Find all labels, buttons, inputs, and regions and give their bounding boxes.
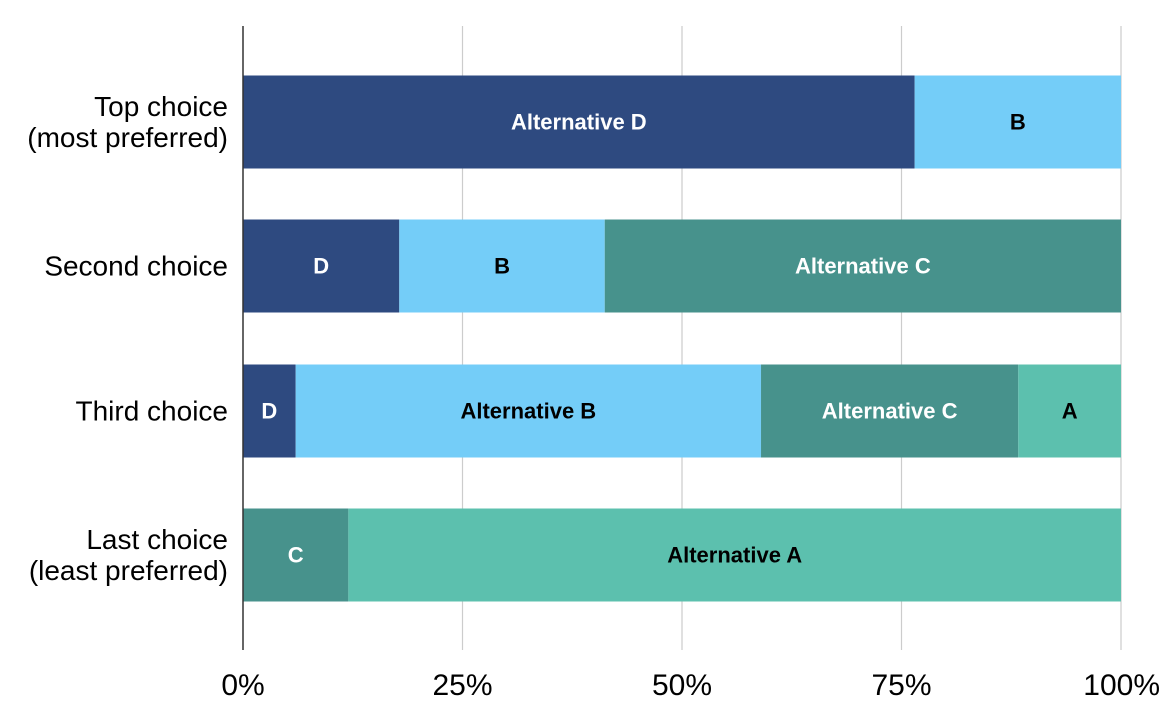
x-tick-label-0: 0% — [221, 669, 264, 702]
bar-segment-label-r2-s0: D — [261, 399, 277, 424]
x-tick-label-2: 50% — [652, 669, 712, 702]
bar-segment-label-r1-s1: B — [494, 254, 510, 279]
bar-segment-r1-s1 — [399, 219, 605, 313]
bar-segment-r1-s2 — [604, 219, 1121, 313]
bar-segment-r2-s2 — [761, 364, 1019, 458]
category-labels: Top choice(most preferred) Second choice T… — [27, 91, 228, 586]
bar-segment-r2-s1 — [295, 364, 762, 458]
bar-segment-label-r1-s0: D — [313, 254, 329, 279]
category-label-1-line-0: Second choice — [44, 251, 228, 282]
category-label-0-line-1: (most preferred) — [27, 122, 228, 153]
bar-segment-r2-s0 — [243, 364, 296, 458]
category-label-0-line-0: Top choice — [94, 91, 228, 122]
bar-segment-label-r0-s1: B — [1010, 110, 1026, 135]
bar-segment-label-r0-s0: Alternative D — [511, 110, 647, 135]
bar-segment-r3-s0 — [243, 508, 349, 602]
x-tick-label-3: 75% — [871, 669, 931, 702]
bar-segment-label-r3-s1: Alternative A — [667, 543, 802, 568]
category-label-3-line-0: Last choice — [86, 524, 228, 555]
bars: Alternative D B D B Alternative C D Alternativ… — [243, 75, 1121, 602]
x-tick-label-1: 25% — [432, 669, 492, 702]
bar-segment-label-r2-s2: Alternative C — [822, 399, 958, 424]
bar-segment-label-r2-s3: A — [1062, 399, 1078, 424]
bar-segment-label-r2-s1: Alternative B — [460, 399, 596, 424]
bar-segment-label-r1-s2: Alternative C — [795, 254, 931, 279]
x-tick-label-4: 100% — [1083, 669, 1160, 702]
bar-segment-r2-s3 — [1018, 364, 1121, 458]
category-label-2-line-0: Third choice — [75, 396, 228, 427]
bar-segment-r0-s1 — [914, 75, 1121, 169]
x-axis-ticks: 0% 25% 50% 75% 100% — [221, 669, 1160, 702]
bar-segment-r1-s0 — [243, 219, 400, 313]
bar-segment-r3-s1 — [348, 508, 1121, 602]
bar-segment-label-r3-s0: C — [288, 543, 304, 568]
category-label-3-line-1: (least preferred) — [29, 555, 228, 586]
bar-segment-r0-s0 — [243, 75, 915, 169]
